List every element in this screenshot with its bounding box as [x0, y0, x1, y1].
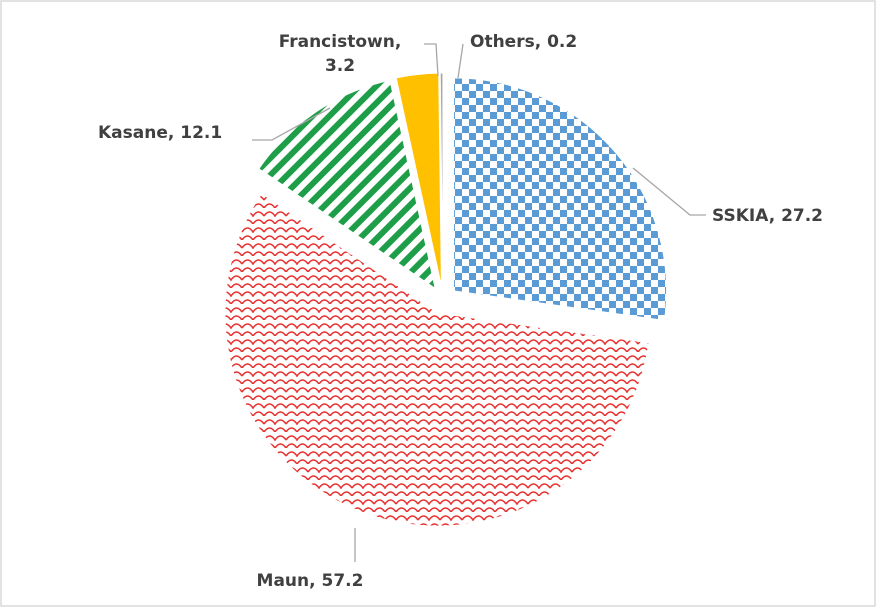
data-label: Francistown, 3.2: [279, 32, 402, 76]
leader-line: [252, 107, 331, 141]
pie-slice: [395, 72, 442, 287]
leader-line: [457, 43, 464, 79]
data-label: Maun, 57.2: [257, 571, 364, 591]
data-label: Others, 0.2: [470, 32, 577, 52]
leader-line: [632, 167, 706, 216]
pie-slice: [453, 77, 667, 322]
leader-line: [424, 43, 439, 77]
pie-slice: [258, 79, 436, 290]
data-label: SSKIA, 27.2: [712, 206, 823, 226]
pie-slice: [439, 72, 444, 287]
data-label: Kasane, 12.1: [98, 123, 222, 143]
pie-slice: [224, 192, 650, 527]
